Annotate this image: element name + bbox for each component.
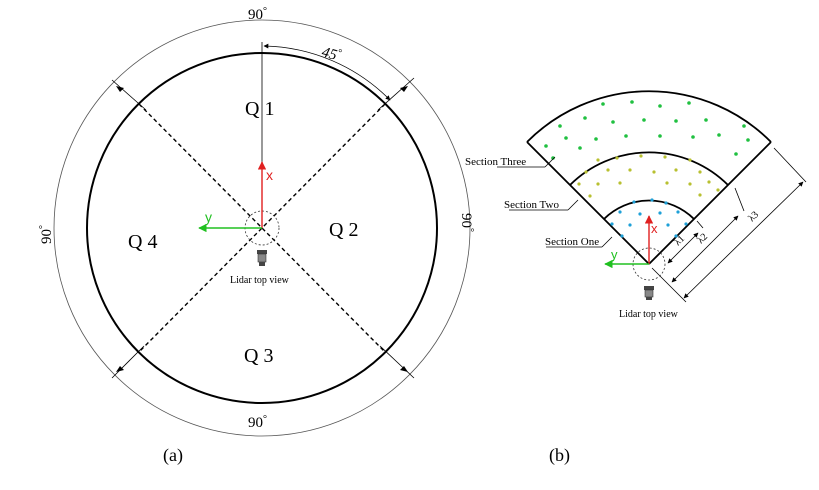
section-two-leader-tail: [567, 199, 579, 211]
angle-label-bottom: 90°: [248, 414, 267, 431]
half-angle-label: 45°: [320, 43, 343, 64]
angle-label-top: 90°: [248, 6, 267, 23]
section-one-label: Section One: [545, 236, 599, 248]
fan-left-edge: [526, 141, 650, 265]
lidar-sensor-icon-b: [644, 286, 654, 300]
panel-b: Section Three Section Two Section One λ1…: [465, 90, 807, 466]
angle-label-left: 90°: [38, 225, 55, 244]
x-axis-label: x: [266, 167, 273, 183]
lambda-3-label: λ3: [746, 209, 761, 224]
section-three-label: Section Three: [465, 156, 526, 168]
arrowhead-sw: [116, 366, 124, 372]
divider-diagonal-1: [138, 103, 386, 353]
arrowhead-ne: [400, 86, 408, 92]
lidar-sensor-icon: [257, 250, 267, 266]
divider-diagonal-2: [138, 103, 386, 353]
quadrant-label-q1: Q 1: [245, 98, 274, 120]
section-one-leader-tail: [601, 236, 613, 248]
lidar-label: Lidar top view: [230, 275, 290, 286]
lambda-3-dimension: [683, 181, 804, 299]
quadrant-label-q2: Q 2: [329, 219, 358, 241]
lambda-extension-three: [773, 147, 807, 183]
section-three-points: [544, 100, 750, 160]
arrowhead-nw: [116, 86, 124, 92]
lidar-label-b: Lidar top view: [619, 309, 679, 320]
section-two-points: [577, 154, 720, 198]
outer-angle-circle: [53, 19, 471, 437]
half-angle-arc: [263, 43, 391, 101]
section-three-arc: [526, 90, 772, 143]
x-axis-label-b: x: [651, 221, 658, 236]
tick-sw: [111, 345, 145, 379]
caption-a: (a): [163, 445, 183, 466]
angle-label-right: 90°: [458, 213, 475, 232]
section-three-leader-tail: [544, 156, 556, 168]
arrowhead-se: [400, 366, 408, 372]
tick-ne: [377, 77, 415, 111]
lambda-extension-one: [696, 220, 704, 229]
section-two-arc: [569, 151, 729, 186]
lambda-extension-two: [734, 187, 745, 212]
panel-a: 90° 90° 90° 90° 45° Q 1 Q 2 Q 3 Q 4 x y …: [38, 6, 475, 466]
y-axis-label: y: [205, 209, 212, 225]
caption-b: (b): [549, 445, 570, 466]
section-two-label: Section Two: [504, 199, 559, 211]
quadrant-label-q4: Q 4: [128, 231, 157, 253]
quadrant-label-q3: Q 3: [244, 345, 273, 367]
tick-nw: [111, 79, 147, 111]
lambda-extension-origin: [651, 267, 687, 303]
y-axis-label-b: y: [611, 247, 618, 262]
tick-se: [379, 345, 415, 379]
